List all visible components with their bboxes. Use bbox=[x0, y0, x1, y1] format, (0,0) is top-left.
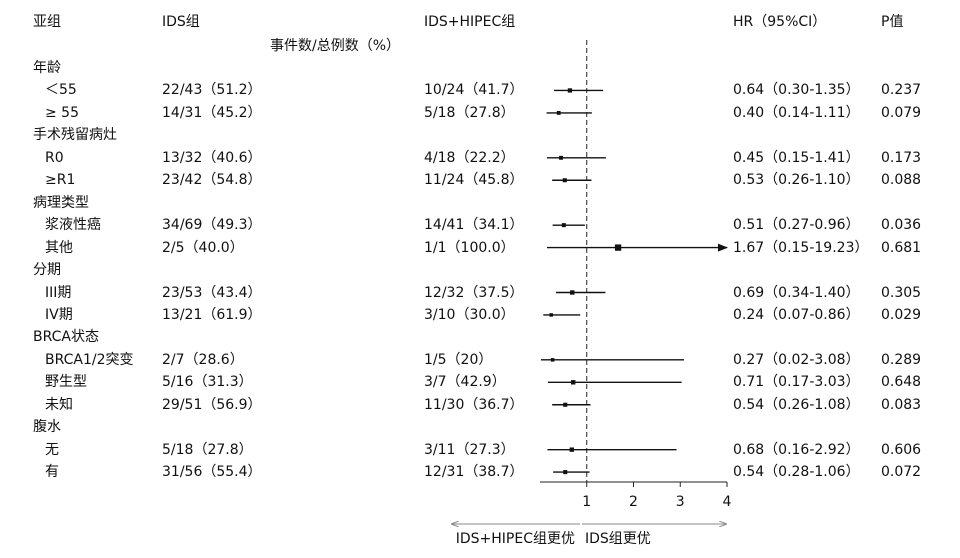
group-header: 分期 bbox=[33, 262, 61, 279]
hr-point bbox=[549, 313, 553, 317]
p-value: 0.289 bbox=[881, 351, 922, 368]
hipec-events: 11/30（36.7） bbox=[424, 396, 524, 413]
hipec-events: 3/11（27.3） bbox=[424, 441, 515, 458]
ids-events: 23/42（54.8） bbox=[162, 172, 262, 189]
hr-point bbox=[563, 470, 568, 475]
left-favor-label: IDS+HIPEC组更优 bbox=[456, 531, 575, 547]
header-ids-hipec: IDS+HIPEC组 bbox=[424, 14, 516, 30]
p-value: 0.237 bbox=[881, 82, 922, 99]
p-value: 0.029 bbox=[881, 306, 922, 323]
subgroup-label: ＜55 bbox=[45, 82, 77, 99]
p-value: 0.036 bbox=[881, 217, 922, 234]
group-header: 病理类型 bbox=[33, 194, 89, 211]
ids-events: 31/56（55.4） bbox=[162, 464, 262, 481]
p-value: 0.079 bbox=[881, 104, 922, 121]
hr-point bbox=[569, 447, 574, 452]
subgroup-label: ≥R1 bbox=[45, 172, 76, 189]
hr-ci: 0.54（0.26-1.08） bbox=[733, 396, 860, 413]
group-header: BRCA状态 bbox=[33, 329, 99, 346]
subgroup-label: R0 bbox=[45, 149, 64, 166]
p-value: 0.088 bbox=[881, 172, 922, 189]
p-value: 0.648 bbox=[881, 374, 922, 391]
group-header: 手术残留病灶 bbox=[33, 127, 117, 144]
header-hr: HR（95%CI） bbox=[733, 14, 827, 30]
header-p: P值 bbox=[881, 14, 904, 30]
p-value: 0.606 bbox=[881, 441, 922, 458]
hr-point bbox=[614, 244, 622, 251]
ids-events: 14/31（45.2） bbox=[162, 104, 262, 121]
x-tick-label: 1 bbox=[582, 494, 591, 510]
group-header: 年龄 bbox=[33, 60, 61, 76]
subgroup-label: BRCA1/2突变 bbox=[45, 351, 134, 368]
p-value: 0.681 bbox=[881, 239, 922, 256]
subgroup-label: 其他 bbox=[45, 239, 73, 256]
hr-point bbox=[570, 380, 576, 385]
ids-events: 22/43（51.2） bbox=[162, 82, 262, 99]
subgroup-label: III期 bbox=[45, 284, 72, 301]
subgroup-label: ≥ 55 bbox=[45, 104, 79, 121]
hr-ci: 0.69（0.34-1.40） bbox=[733, 284, 860, 301]
ids-events: 23/53（43.4） bbox=[162, 284, 262, 301]
p-value: 0.083 bbox=[881, 396, 922, 413]
ids-events: 13/21（61.9） bbox=[162, 306, 262, 323]
hr-point bbox=[550, 358, 555, 362]
hipec-events: 3/10（30.0） bbox=[424, 306, 515, 323]
hr-point bbox=[563, 402, 568, 407]
ids-events: 5/16（31.3） bbox=[162, 374, 253, 391]
ids-events: 2/7（28.6） bbox=[162, 351, 244, 368]
hr-point bbox=[559, 155, 563, 160]
hr-ci: 0.64（0.30-1.35） bbox=[733, 82, 860, 99]
hr-ci: 0.53（0.26-1.10） bbox=[733, 172, 860, 189]
x-tick-label: 2 bbox=[629, 494, 638, 510]
hr-point bbox=[556, 111, 561, 115]
subgroup-label: 浆液性癌 bbox=[45, 217, 101, 234]
group-header: 腹水 bbox=[33, 419, 61, 436]
subgroup-label: 有 bbox=[45, 464, 59, 481]
hipec-events: 10/24（41.7） bbox=[424, 82, 524, 99]
subgroup-label: 未知 bbox=[45, 396, 73, 413]
hipec-events: 11/24（45.8） bbox=[424, 172, 524, 189]
hr-point bbox=[562, 178, 567, 183]
p-value: 0.072 bbox=[881, 464, 922, 481]
hipec-events: 3/7（42.9） bbox=[424, 374, 506, 391]
hipec-events: 4/18（22.2） bbox=[424, 149, 515, 166]
hipec-events: 5/18（27.8） bbox=[424, 104, 515, 121]
hipec-events: 14/41（34.1） bbox=[424, 217, 524, 234]
hr-point bbox=[570, 290, 575, 295]
p-value: 0.305 bbox=[881, 284, 922, 301]
hr-ci: 0.54（0.28-1.06） bbox=[733, 464, 860, 481]
x-tick-label: 4 bbox=[723, 494, 732, 510]
hipec-events: 1/5（20） bbox=[424, 351, 493, 368]
ids-events: 5/18（27.8） bbox=[162, 441, 253, 458]
hr-ci: 0.68（0.16-2.92） bbox=[733, 441, 860, 458]
subgroup-label: IV期 bbox=[45, 306, 73, 323]
x-tick-label: 3 bbox=[676, 494, 685, 510]
hr-ci: 0.27（0.02-3.08） bbox=[733, 351, 860, 368]
hr-ci: 0.40（0.14-1.11） bbox=[733, 104, 860, 121]
hipec-events: 12/31（38.7） bbox=[424, 464, 524, 481]
ids-events: 34/69（49.3） bbox=[162, 217, 262, 234]
right-favor-label: IDS组更优 bbox=[585, 531, 651, 547]
hr-ci: 0.24（0.07-0.86） bbox=[733, 306, 860, 323]
hr-ci: 0.45（0.15-1.41） bbox=[733, 149, 860, 166]
subgroup-label: 野生型 bbox=[45, 374, 87, 391]
ids-events: 2/5（40.0） bbox=[162, 239, 244, 256]
hr-ci: 0.51（0.27-0.96） bbox=[733, 217, 860, 234]
hipec-events: 1/1（100.0） bbox=[424, 239, 515, 256]
hr-point bbox=[567, 88, 573, 93]
p-value: 0.173 bbox=[881, 149, 922, 166]
hr-ci: 0.71（0.17-3.03） bbox=[733, 374, 860, 391]
header-events-note: 事件数/总例数（%） bbox=[270, 38, 401, 54]
ids-events: 13/32（40.6） bbox=[162, 149, 262, 166]
hr-point bbox=[561, 223, 566, 228]
header-ids: IDS组 bbox=[162, 14, 200, 30]
subgroup-label: 无 bbox=[45, 441, 59, 458]
hr-ci: 1.67（0.15-19.23） bbox=[733, 239, 869, 256]
hipec-events: 12/32（37.5） bbox=[424, 284, 524, 301]
header-subgroup: 亚组 bbox=[33, 14, 61, 30]
ids-events: 29/51（56.9） bbox=[162, 396, 262, 413]
